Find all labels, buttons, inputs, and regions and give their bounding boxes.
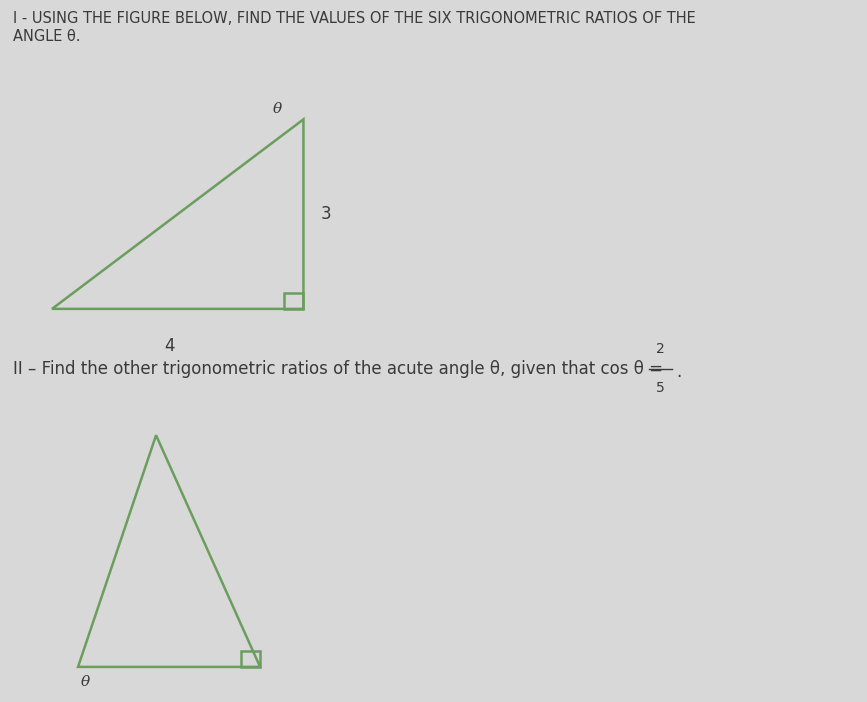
- Text: 3: 3: [321, 205, 331, 223]
- Text: ANGLE θ.: ANGLE θ.: [13, 29, 81, 44]
- Text: II – Find the other trigonometric ratios of the acute angle θ, given that cos θ : II – Find the other trigonometric ratios…: [13, 359, 668, 378]
- Text: θ: θ: [273, 102, 282, 116]
- Text: I - USING THE FIGURE BELOW, FIND THE VALUES OF THE SIX TRIGONOMETRIC RATIOS OF T: I - USING THE FIGURE BELOW, FIND THE VAL…: [13, 11, 695, 25]
- Text: θ: θ: [81, 675, 90, 689]
- Text: 2: 2: [656, 342, 665, 356]
- Text: 5: 5: [656, 381, 665, 395]
- Text: .: .: [676, 363, 681, 381]
- Text: 4: 4: [164, 337, 174, 355]
